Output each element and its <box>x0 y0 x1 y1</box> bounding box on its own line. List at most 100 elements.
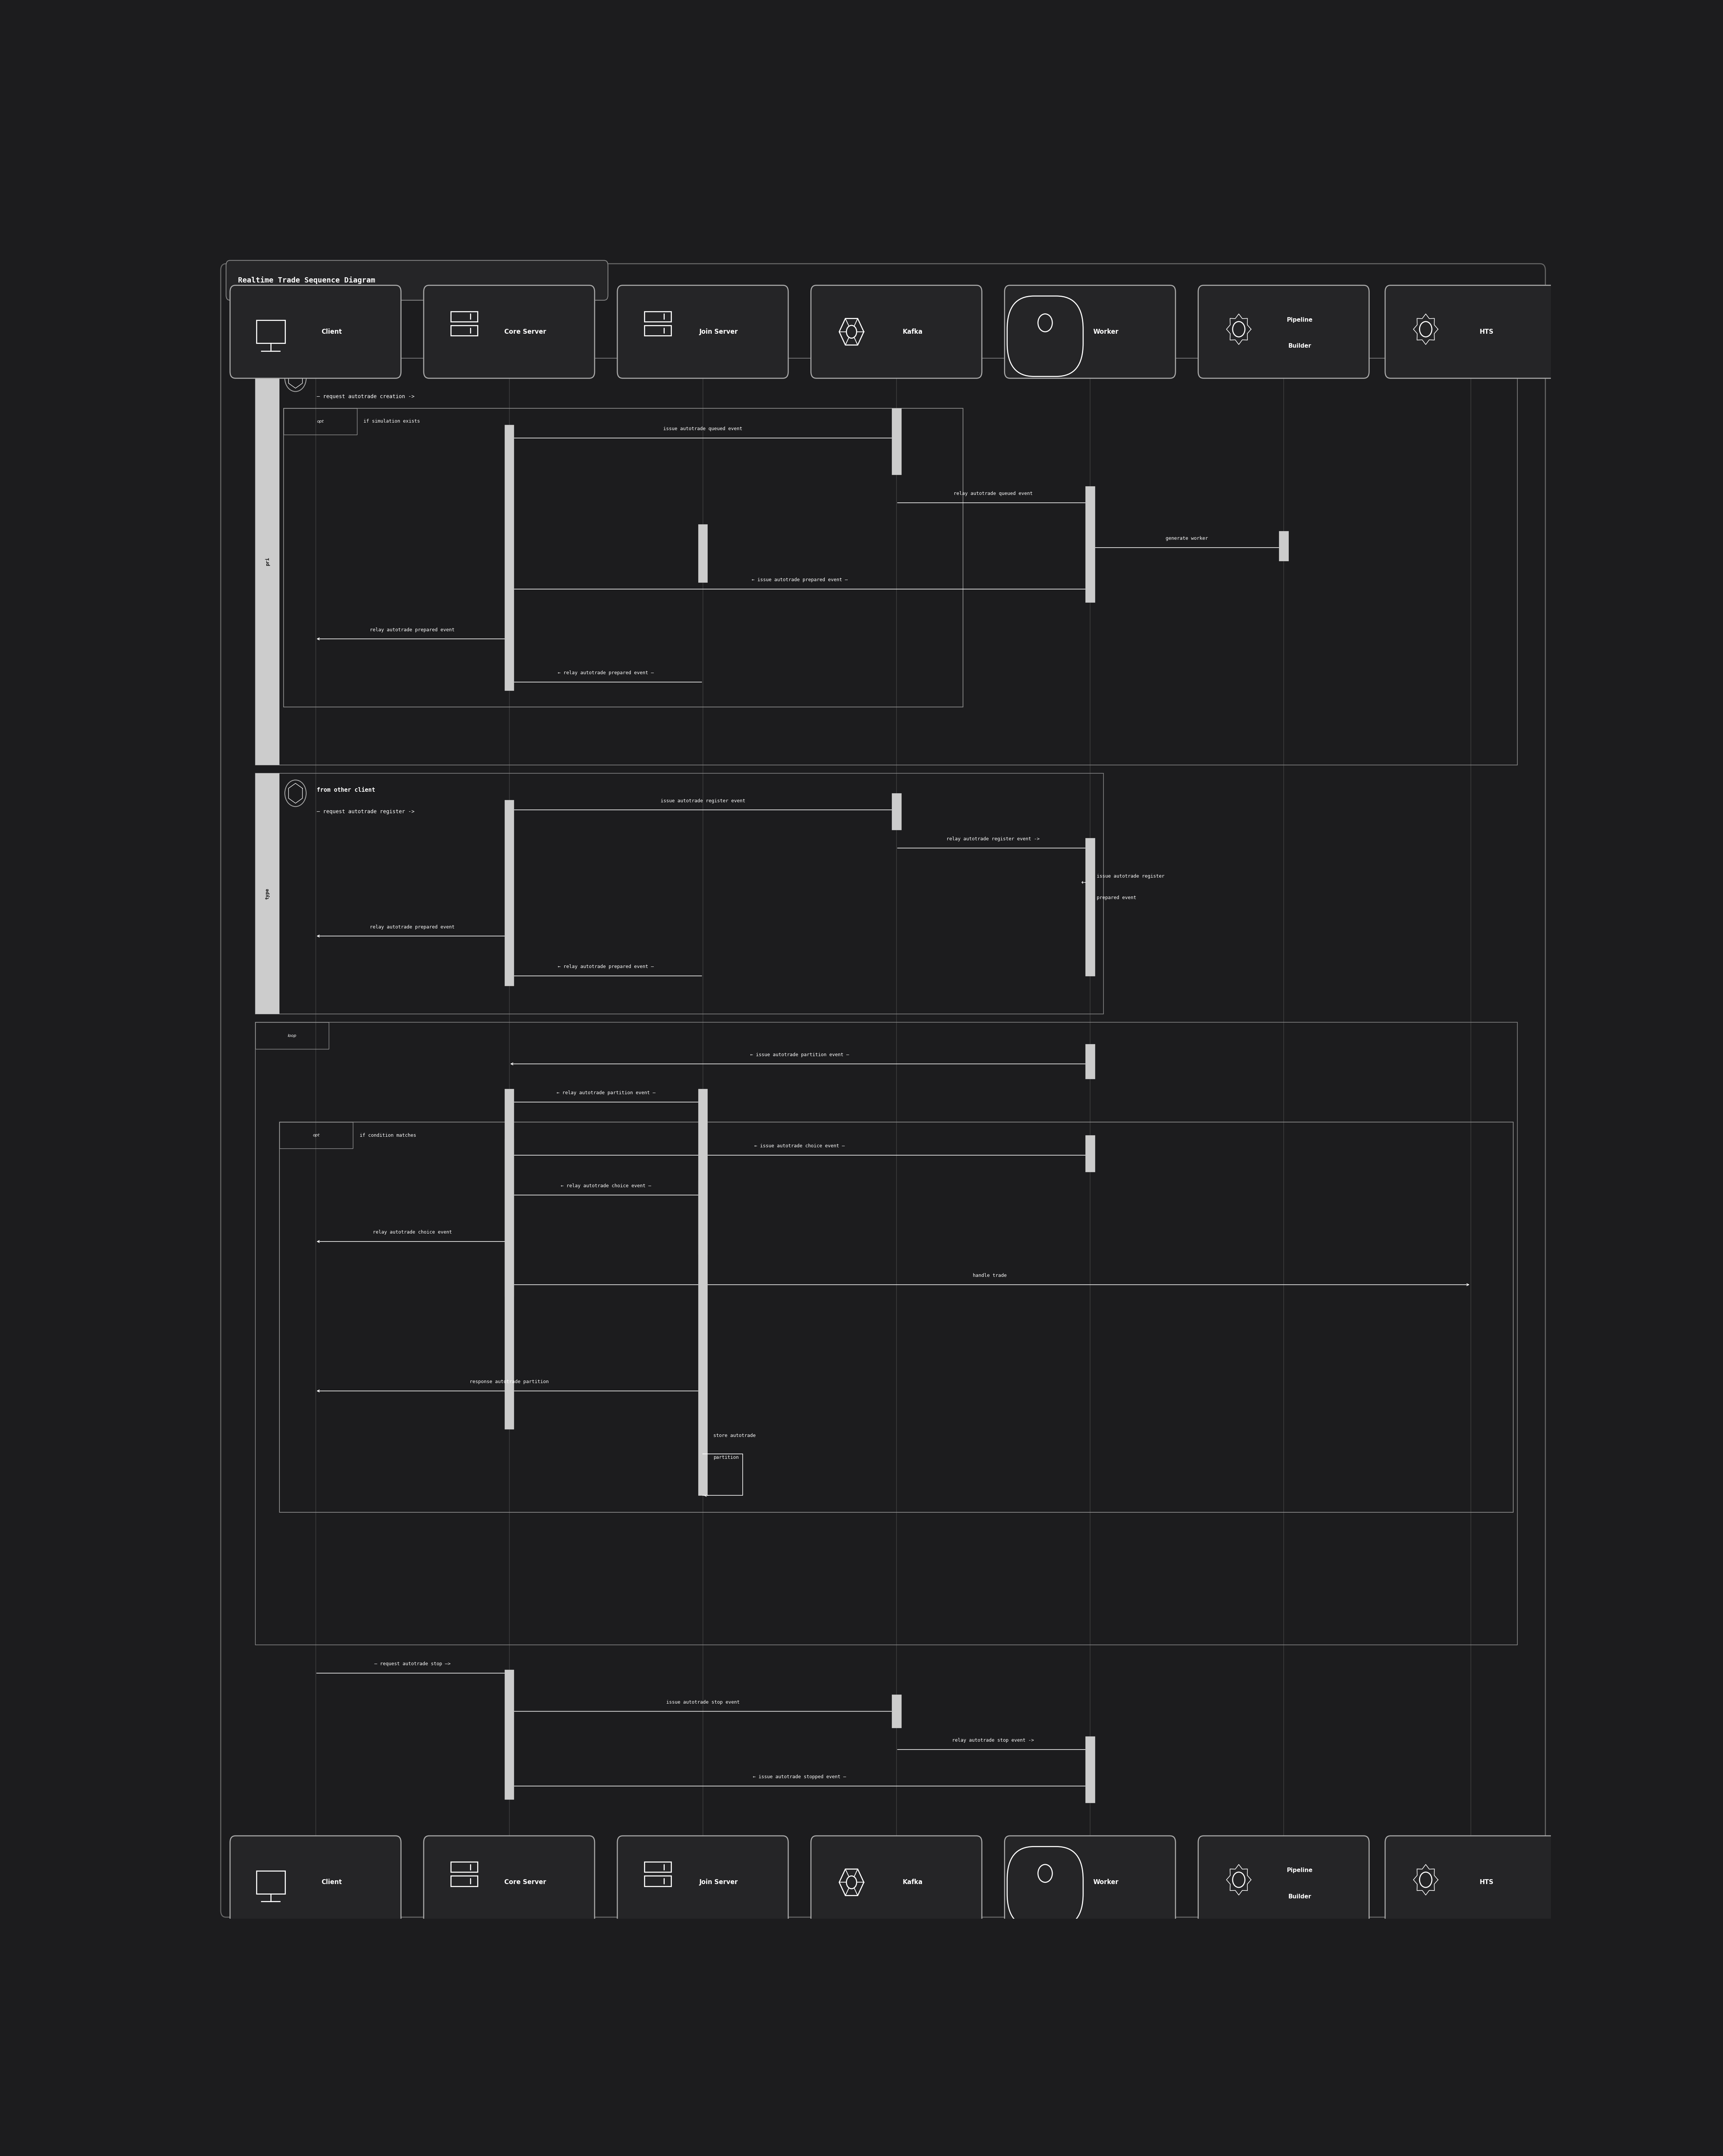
Bar <box>279 1121 353 1149</box>
Text: prepared event: prepared event <box>1098 895 1135 901</box>
Bar <box>255 774 1103 1013</box>
Text: Client: Client <box>320 1878 341 1886</box>
Bar <box>644 310 672 321</box>
Text: pri: pri <box>265 558 271 565</box>
FancyBboxPatch shape <box>1197 285 1370 377</box>
Bar <box>451 1876 477 1886</box>
Text: response autotrade partition: response autotrade partition <box>470 1380 548 1384</box>
Bar <box>1085 1136 1094 1173</box>
Bar <box>257 321 284 343</box>
FancyBboxPatch shape <box>812 285 982 377</box>
Text: relay autotrade stop event ->: relay autotrade stop event -> <box>953 1738 1034 1742</box>
FancyBboxPatch shape <box>231 1837 401 1930</box>
FancyBboxPatch shape <box>226 261 608 300</box>
Text: Core Server: Core Server <box>505 328 546 334</box>
Text: issue autotrade register: issue autotrade register <box>1098 873 1165 880</box>
FancyBboxPatch shape <box>231 285 401 377</box>
Text: ← relay autotrade partition event —: ← relay autotrade partition event — <box>557 1091 655 1095</box>
Text: ← relay autotrade choice event —: ← relay autotrade choice event — <box>560 1184 651 1188</box>
Bar <box>505 1671 513 1800</box>
Bar <box>451 310 477 321</box>
Bar <box>1085 839 1094 977</box>
Text: if condition matches: if condition matches <box>360 1132 415 1138</box>
Text: Kafka: Kafka <box>903 328 922 334</box>
Bar <box>505 800 513 985</box>
Text: Worker: Worker <box>1094 1878 1118 1886</box>
Text: Join Server: Join Server <box>700 1878 737 1886</box>
Text: generate worker: generate worker <box>1166 537 1208 541</box>
Bar <box>284 407 357 436</box>
Text: handle trade: handle trade <box>973 1274 1006 1279</box>
FancyBboxPatch shape <box>1005 1837 1175 1930</box>
Text: relay autotrade queued event: relay autotrade queued event <box>953 492 1032 496</box>
Text: issue autotrade stop event: issue autotrade stop event <box>667 1699 739 1705</box>
FancyBboxPatch shape <box>812 1837 982 1930</box>
Bar <box>893 1695 901 1727</box>
Text: Realtime Trade Sequence Diagram: Realtime Trade Sequence Diagram <box>238 276 376 285</box>
Bar <box>255 1022 329 1050</box>
Bar <box>255 358 1518 765</box>
Text: ← issue autotrade prepared event —: ← issue autotrade prepared event — <box>751 578 848 582</box>
Text: — request autotrade creation ->: — request autotrade creation -> <box>317 395 415 399</box>
Text: Builder: Builder <box>1289 1893 1311 1899</box>
Bar <box>255 774 279 1013</box>
Bar <box>698 524 708 582</box>
Text: Builder: Builder <box>1289 343 1311 349</box>
Text: Pipeline: Pipeline <box>1287 1867 1313 1874</box>
Text: relay autotrade prepared event: relay autotrade prepared event <box>370 627 455 632</box>
Text: ← relay autotrade prepared event —: ← relay autotrade prepared event — <box>558 964 655 970</box>
Text: — request autotrade stop —>: — request autotrade stop —> <box>374 1662 450 1667</box>
FancyBboxPatch shape <box>1005 285 1175 377</box>
Text: opt: opt <box>317 420 324 423</box>
Text: ← issue autotrade choice event —: ← issue autotrade choice event — <box>755 1143 844 1149</box>
Text: Pipeline: Pipeline <box>1287 317 1313 323</box>
Bar <box>1278 530 1289 561</box>
Bar <box>284 407 963 707</box>
Text: loop: loop <box>288 1033 296 1037</box>
Bar <box>644 326 672 336</box>
Text: relay autotrade choice event: relay autotrade choice event <box>372 1229 451 1235</box>
Bar <box>255 1022 1518 1645</box>
Text: ← issue autotrade partition event —: ← issue autotrade partition event — <box>750 1052 849 1056</box>
Bar <box>698 1089 708 1496</box>
Bar <box>698 1179 708 1255</box>
Bar <box>451 1863 477 1871</box>
Text: relay autotrade prepared event: relay autotrade prepared event <box>370 925 455 929</box>
Text: HTS: HTS <box>1480 328 1494 334</box>
FancyBboxPatch shape <box>424 285 594 377</box>
Text: from first client: from first client <box>317 373 376 377</box>
FancyBboxPatch shape <box>1385 285 1556 377</box>
Bar <box>505 425 513 690</box>
Text: issue autotrade queued event: issue autotrade queued event <box>663 427 743 431</box>
FancyBboxPatch shape <box>1385 1837 1556 1930</box>
Text: Kafka: Kafka <box>903 1878 922 1886</box>
Text: from other client: from other client <box>317 787 376 793</box>
FancyBboxPatch shape <box>617 1837 787 1930</box>
Bar <box>451 326 477 336</box>
Text: type: type <box>265 888 271 899</box>
Bar <box>505 1138 513 1296</box>
Text: issue autotrade register event: issue autotrade register event <box>660 798 744 804</box>
Bar <box>255 358 279 765</box>
FancyBboxPatch shape <box>1197 1837 1370 1930</box>
Bar <box>893 793 901 830</box>
Text: relay autotrade register event ->: relay autotrade register event -> <box>946 837 1039 841</box>
Bar <box>893 407 901 474</box>
FancyBboxPatch shape <box>424 1837 594 1930</box>
Text: opt: opt <box>314 1134 320 1136</box>
FancyBboxPatch shape <box>617 285 787 377</box>
Text: Core Server: Core Server <box>505 1878 546 1886</box>
Text: ← relay autotrade prepared event —: ← relay autotrade prepared event — <box>558 671 655 675</box>
Bar <box>644 1863 672 1871</box>
Text: Client: Client <box>320 328 341 334</box>
Text: partition: partition <box>713 1455 739 1460</box>
Bar <box>257 1871 284 1893</box>
Text: Join Server: Join Server <box>700 328 737 334</box>
Bar <box>1085 1736 1094 1802</box>
Text: store autotrade: store autotrade <box>713 1434 756 1438</box>
Bar <box>1085 1044 1094 1078</box>
Text: — request autotrade register ->: — request autotrade register -> <box>317 808 415 815</box>
Bar <box>1085 485 1094 602</box>
Bar <box>279 1121 1513 1511</box>
Text: HTS: HTS <box>1480 1878 1494 1886</box>
